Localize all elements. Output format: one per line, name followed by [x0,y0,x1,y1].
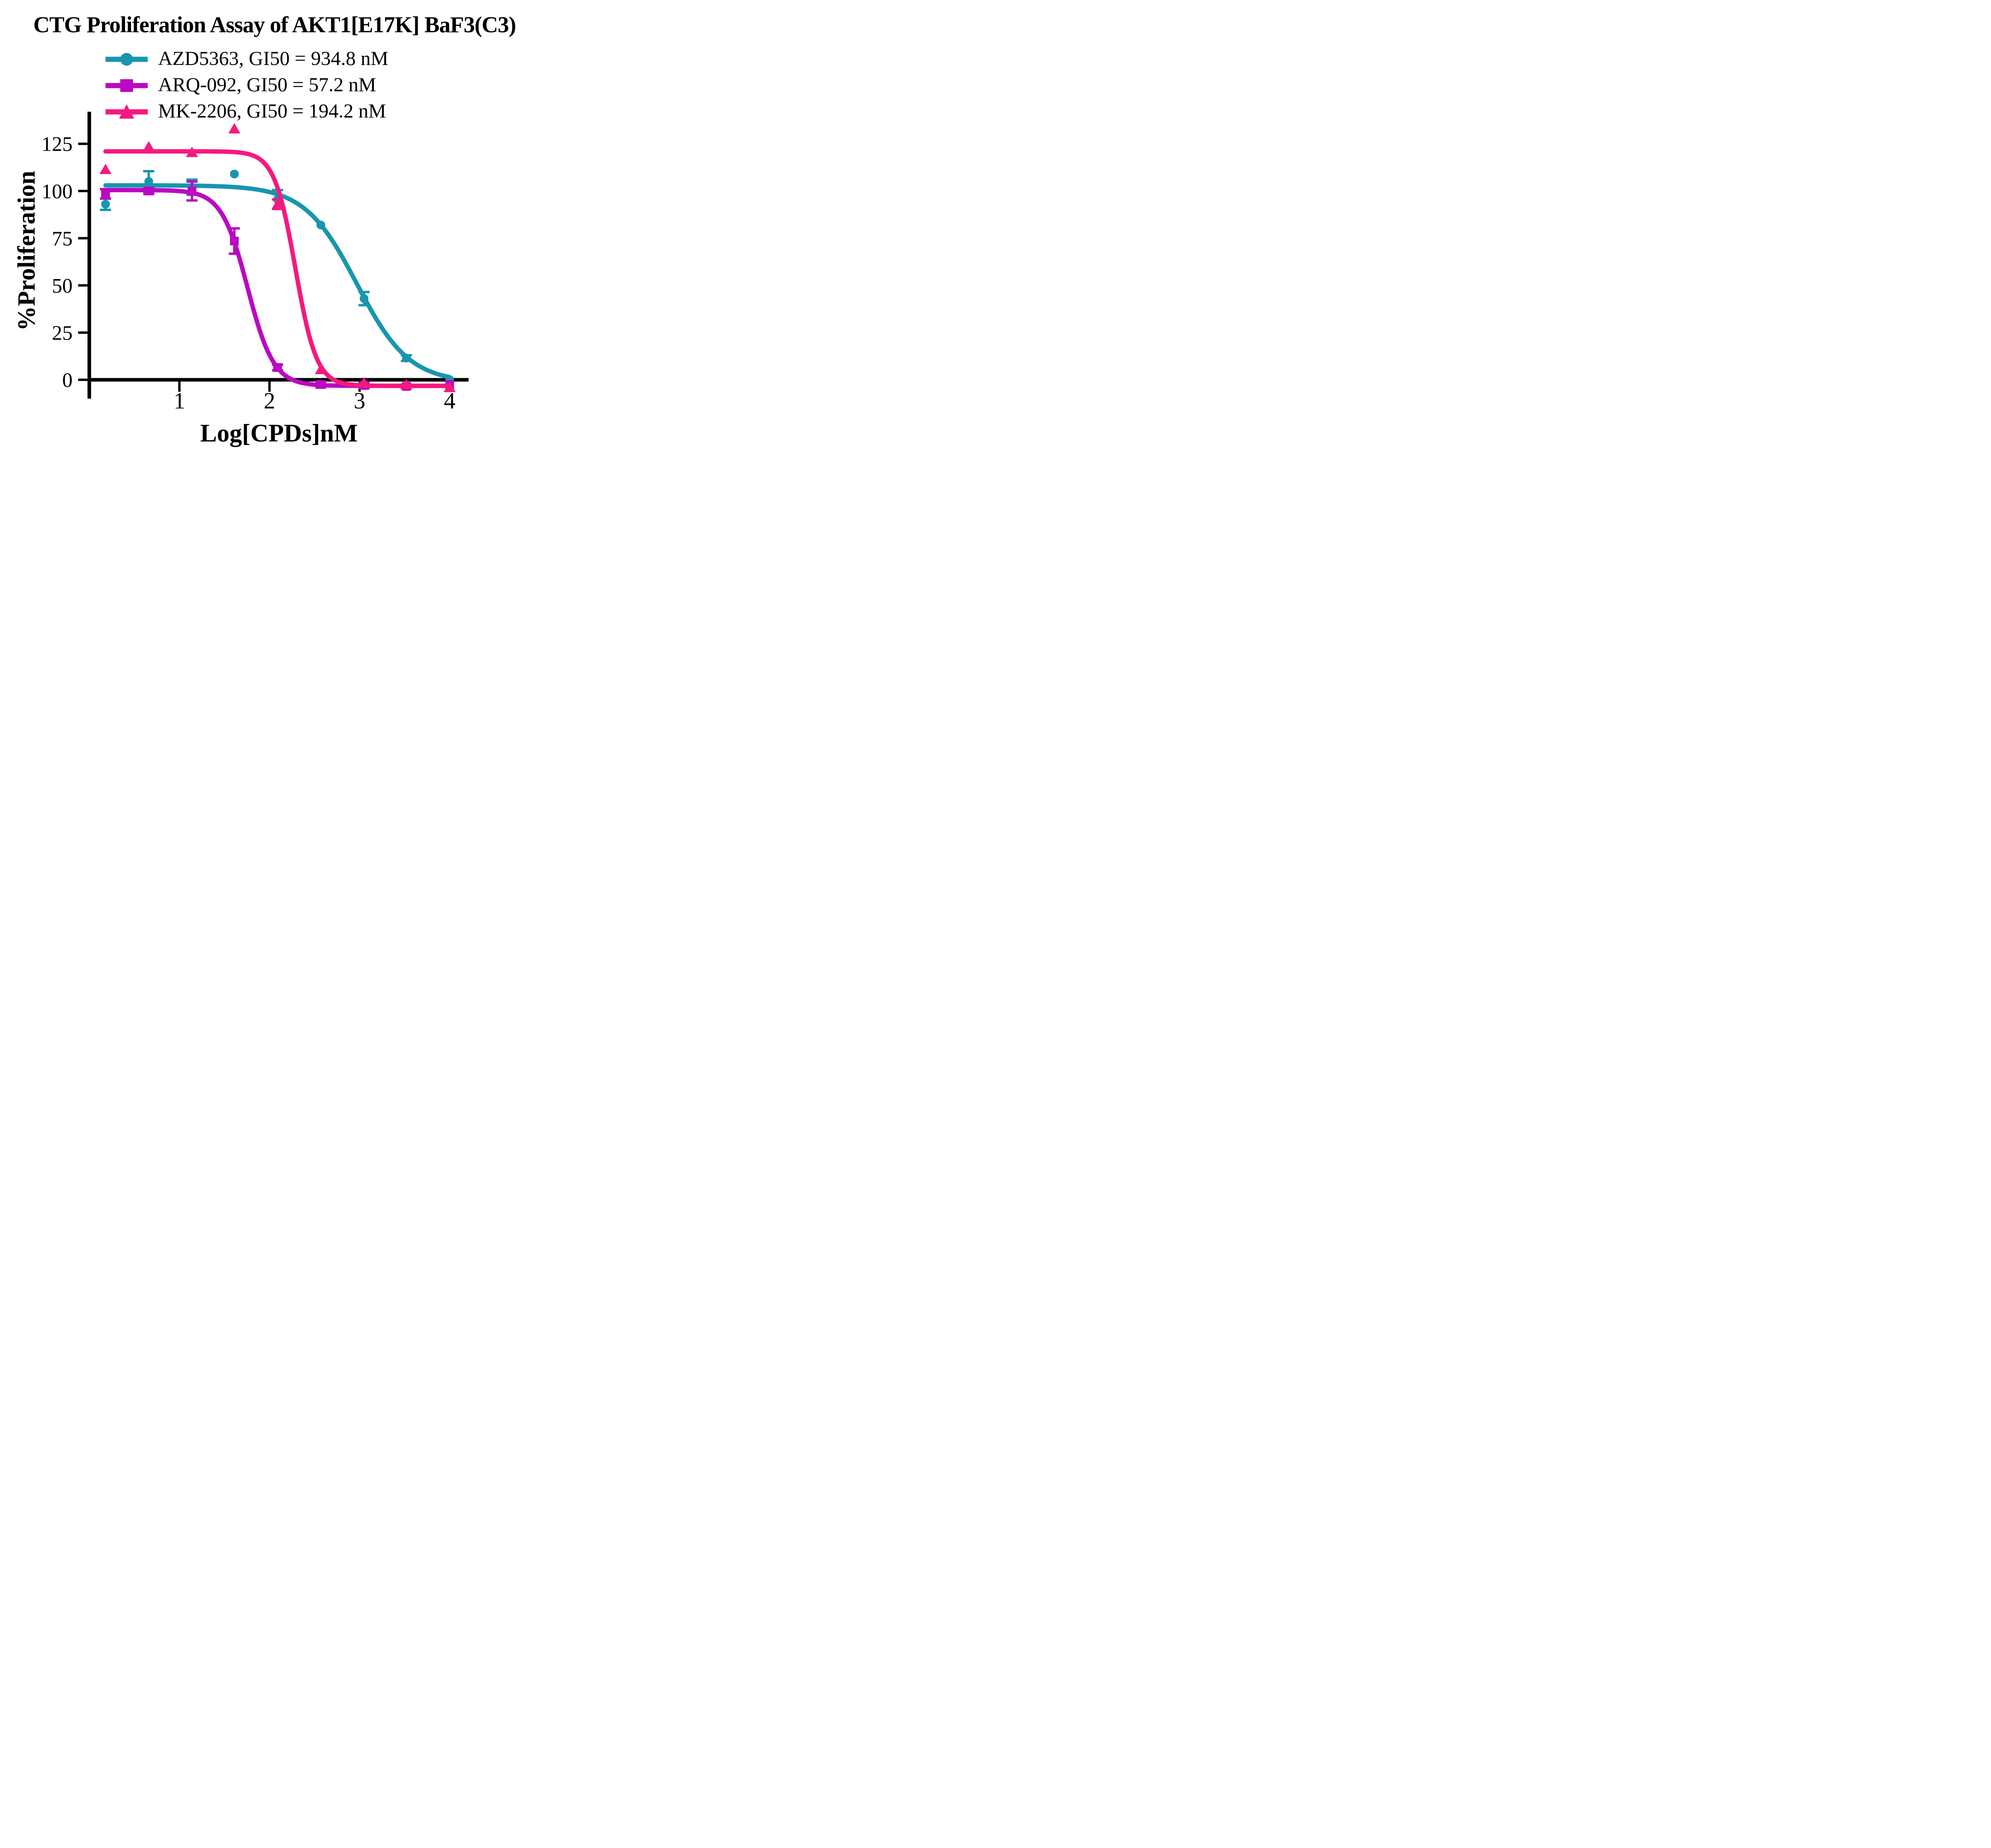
square-marker-icon [106,79,148,92]
circle-marker-icon [106,53,148,66]
data-point-mk-2206 [444,381,456,392]
chart-title: CTG Proliferation Assay of AKT1[E17K] Ba… [33,12,516,37]
y-tick-label: 125 [41,133,72,156]
y-tick-label: 50 [52,275,72,297]
figure: CTG Proliferation Assay of AKT1[E17K] Ba… [0,0,549,462]
data-point-mk-2206 [315,363,327,374]
data-point-arq-092 [101,189,110,198]
legend-item-azd5363: AZD5363, GI50 = 934.8 nM [106,46,388,72]
data-point-azd5363 [101,199,110,209]
fit-curve-azd5363 [103,183,452,379]
fit-curve-arq-092 [103,188,452,388]
y-tick-label: 75 [52,227,72,250]
data-point-azd5363 [402,354,411,363]
x-axis-title: Log[CPDs]nM [200,419,358,447]
data-point-arq-092 [316,380,325,389]
legend-label: ARQ-092, GI50 = 57.2 nM [158,73,376,96]
data-point-azd5363 [144,177,153,186]
y-tick-label: 100 [41,180,72,203]
data-point-mk-2206 [186,147,198,157]
data-point-arq-092 [144,186,153,195]
data-point-mk-2206 [400,379,413,389]
x-tick-label: 1 [174,388,185,414]
data-point-mk-2206 [358,377,370,388]
data-point-mk-2206 [228,123,241,134]
data-point-mk-2206 [143,141,155,152]
legend-label: AZD5363, GI50 = 934.8 nM [158,47,389,69]
data-point-arq-092 [230,236,239,246]
data-point-arq-092 [273,363,282,372]
data-point-azd5363 [230,170,239,179]
data-point-azd5363 [316,221,325,230]
y-tick-label: 0 [62,369,72,392]
legend-item-arq-092: ARQ-092, GI50 = 57.2 nM [106,72,388,99]
x-tick-label: 3 [354,388,366,414]
fit-curve-mk-2206 [103,149,452,388]
triangle-marker-icon [106,104,148,119]
data-point-arq-092 [188,186,197,195]
legend-item-mk-2206: MK-2206, GI50 = 194.2 nM [106,99,388,125]
x-tick-label: 2 [264,388,275,414]
y-tick-label: 25 [52,322,72,344]
legend: AZD5363, GI50 = 934.8 nM ARQ-092, GI50 =… [106,46,388,125]
data-point-azd5363 [360,294,369,303]
data-point-mk-2206 [99,164,111,174]
legend-label: MK-2206, GI50 = 194.2 nM [158,100,386,122]
data-point-mk-2206 [272,198,284,209]
